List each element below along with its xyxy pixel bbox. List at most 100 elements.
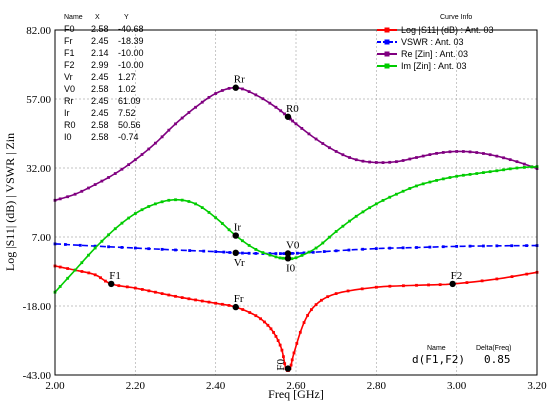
- series-point: [502, 156, 505, 160]
- y-axis-title: Log |S11| (dB) | VSWR | Zin: [3, 133, 17, 271]
- marker-table-name: F0: [64, 24, 75, 34]
- legend-swatch-dot: [384, 39, 390, 45]
- series-point: [147, 147, 151, 151]
- legend-label: Im [Zin] : Ant. 03: [401, 61, 467, 71]
- series-point: [180, 198, 184, 202]
- series-point: [120, 167, 124, 171]
- series-point: [167, 198, 171, 202]
- series-point: [280, 348, 284, 352]
- marker-dot-fr: [232, 303, 239, 311]
- series-point: [295, 342, 299, 345]
- series-point: [274, 255, 278, 259]
- series-point: [300, 254, 304, 257]
- series-point: [241, 239, 244, 243]
- series-point: [328, 146, 331, 150]
- series-point: [248, 311, 252, 314]
- legend-swatch-dot: [384, 51, 390, 57]
- marker-table-name: V0: [64, 84, 75, 94]
- marker-table-name: Fr: [64, 36, 73, 46]
- series-point: [354, 158, 358, 162]
- series-point: [276, 339, 280, 342]
- series-point: [58, 265, 62, 269]
- series-point: [283, 112, 286, 116]
- series-point: [120, 221, 124, 225]
- series-point: [200, 299, 204, 303]
- series-point: [408, 157, 412, 161]
- series-point: [66, 195, 70, 199]
- series-point: [321, 142, 325, 145]
- marker-table-name: R0: [64, 120, 76, 130]
- series-point: [241, 308, 245, 311]
- series-point: [107, 245, 110, 249]
- series-point: [188, 249, 192, 252]
- series-point: [247, 90, 251, 94]
- series-point: [307, 132, 311, 136]
- series-point: [515, 160, 519, 164]
- series-point: [374, 202, 378, 206]
- series-point: [525, 272, 529, 276]
- marker-table-x: 2.58: [91, 84, 109, 94]
- marker-table-x: 2.45: [91, 108, 109, 118]
- series-point: [113, 172, 117, 175]
- series-point: [278, 252, 282, 255]
- series-point: [127, 216, 131, 220]
- marker-dot-f0: [284, 365, 292, 372]
- series-point: [269, 327, 273, 331]
- series-point: [222, 250, 226, 254]
- series-point: [428, 180, 432, 184]
- marker-table-y: 1.02: [118, 84, 136, 94]
- series-point: [348, 219, 351, 223]
- legend-label: VSWR : Ant. 03: [401, 37, 464, 47]
- series-point: [140, 153, 144, 156]
- series-point: [322, 250, 326, 253]
- series-point: [66, 276, 70, 280]
- series-point: [180, 296, 184, 299]
- marker-dot-rr: [232, 84, 239, 91]
- series-point: [254, 252, 258, 255]
- series-point: [140, 288, 144, 291]
- marker-table-name: Vr: [64, 72, 73, 82]
- legend-swatch-dot: [384, 27, 390, 33]
- marker-table-x: 2.58: [91, 132, 109, 142]
- marker-table-y: 50.56: [118, 120, 141, 130]
- series-point: [306, 314, 310, 317]
- series-point: [214, 250, 218, 254]
- series-point: [133, 246, 137, 250]
- marker-label-rr: Rr: [234, 74, 245, 86]
- series-point: [347, 248, 351, 252]
- marker-label-v0: V0: [286, 240, 300, 252]
- series-point: [289, 363, 293, 367]
- legend-label: Re [Zin] : Ant. 03: [401, 49, 468, 59]
- series-point: [133, 212, 137, 215]
- legend-item-log-s11-db-ant-03: Log |S11| (dB) : Ant. 03: [377, 25, 494, 35]
- series-point: [133, 158, 137, 162]
- legend-item-vswr-ant-03: VSWR : Ant. 03: [377, 37, 464, 47]
- series-point: [441, 245, 445, 249]
- series-point: [495, 154, 499, 158]
- legend-item-re-zin-ant-03: Re [Zin] : Ant. 03: [377, 49, 468, 59]
- series-point: [167, 293, 171, 297]
- series-point: [154, 290, 157, 294]
- series-point: [495, 277, 499, 281]
- series-point: [461, 150, 465, 153]
- series-point: [395, 160, 398, 164]
- series-point: [127, 163, 131, 167]
- series-point: [530, 165, 534, 169]
- marker-table-y: 7.52: [118, 108, 136, 118]
- series-point: [388, 195, 392, 199]
- series-point: [495, 169, 499, 173]
- series-point: [247, 244, 251, 247]
- series-point: [482, 152, 485, 155]
- series-point: [468, 172, 472, 176]
- markers-group: F0 Fr F1 F2 Vr V0 Rr Ir R0 I0: [108, 74, 462, 372]
- series-point: [374, 247, 378, 250]
- series-point: [374, 285, 378, 289]
- series-point: [100, 179, 104, 183]
- series-point: [214, 216, 218, 220]
- series-point: [321, 241, 325, 245]
- series-point: [488, 170, 492, 174]
- series-point: [279, 109, 283, 113]
- series-point: [87, 253, 90, 257]
- series-point: [292, 351, 296, 355]
- series-point: [525, 244, 528, 248]
